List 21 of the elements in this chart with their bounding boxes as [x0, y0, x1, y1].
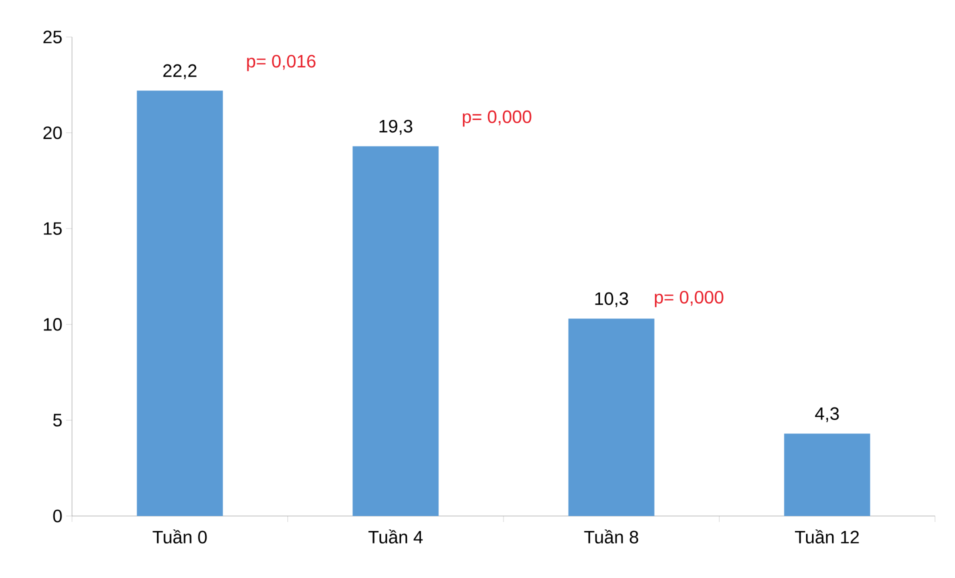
data-label: 19,3: [380, 120, 412, 135]
bar: [568, 318, 654, 516]
x-tick-label: Tuần 8: [584, 530, 638, 544]
y-tick-label: 5: [53, 414, 62, 426]
y-tick-label: 20: [43, 126, 62, 140]
y-tick-label: 25: [43, 30, 62, 44]
bar: [352, 146, 439, 516]
data-label: 10,3: [595, 292, 628, 308]
x-tick-label: Tuần 4: [368, 530, 423, 544]
data-label: 22,2: [163, 64, 196, 80]
x-tick-label: Tuần 0: [152, 530, 207, 544]
annotation: p= 0,016: [247, 54, 316, 72]
bar: [784, 434, 870, 516]
annotation: p= 0,000: [462, 110, 532, 127]
bar: [136, 90, 223, 516]
y-tick-label: 10: [44, 318, 62, 331]
y-tick-label: 0: [53, 510, 62, 522]
annotation: p= 0,000: [654, 290, 724, 308]
data-label: 4,3: [815, 407, 839, 422]
x-tick-label: Tuần 12: [794, 530, 859, 544]
y-tick-label: 15: [44, 222, 62, 235]
